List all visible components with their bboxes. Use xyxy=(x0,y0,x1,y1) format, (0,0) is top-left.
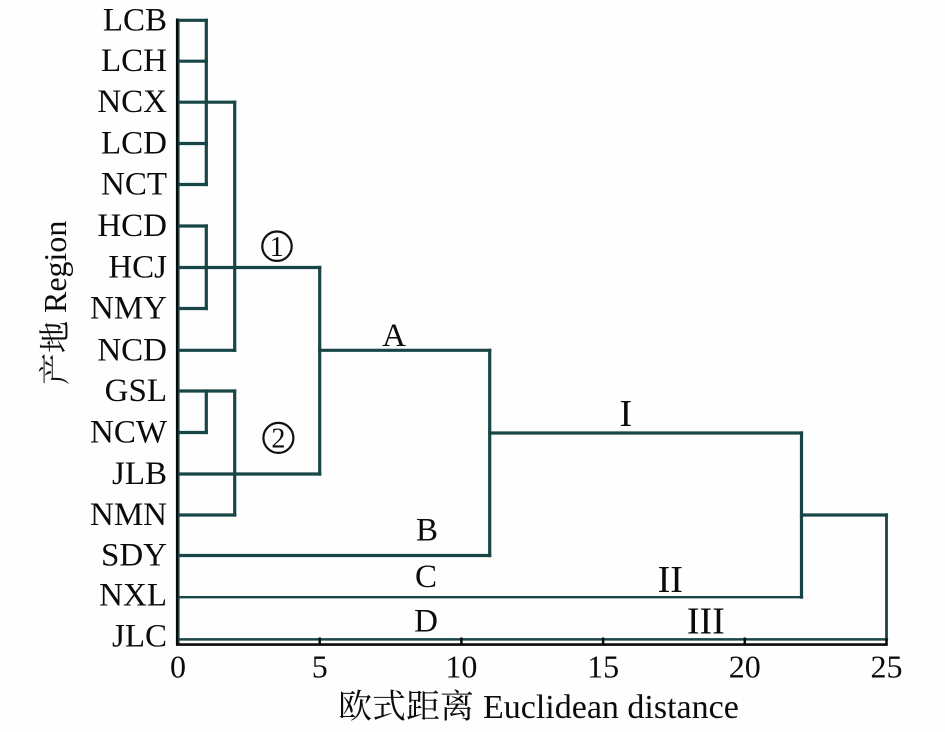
svg-text:NCD: NCD xyxy=(97,332,167,368)
svg-text:20: 20 xyxy=(729,649,761,685)
svg-text:GSL: GSL xyxy=(105,373,167,409)
svg-text:NMY: NMY xyxy=(90,291,167,327)
svg-text:SDY: SDY xyxy=(101,538,167,574)
svg-text:25: 25 xyxy=(871,649,903,685)
svg-text:D: D xyxy=(414,604,438,640)
svg-text:I: I xyxy=(619,393,632,435)
svg-text:Region: Region xyxy=(37,221,73,313)
svg-text:5: 5 xyxy=(312,649,328,685)
svg-text:A: A xyxy=(382,318,406,354)
svg-text:1: 1 xyxy=(270,232,284,263)
svg-text:Euclidean distance: Euclidean distance xyxy=(483,689,739,726)
svg-text:B: B xyxy=(416,513,438,549)
svg-text:NCT: NCT xyxy=(101,167,167,203)
svg-text:JLB: JLB xyxy=(112,456,167,492)
svg-text:JLC: JLC xyxy=(112,619,167,655)
svg-text:LCB: LCB xyxy=(103,2,167,38)
svg-text:NCW: NCW xyxy=(90,415,168,451)
svg-text:HCD: HCD xyxy=(97,208,167,244)
svg-text:2: 2 xyxy=(271,424,285,455)
svg-text:NCX: NCX xyxy=(97,84,167,120)
svg-text:15: 15 xyxy=(587,649,619,685)
svg-text:LCH: LCH xyxy=(101,43,167,79)
svg-text:III: III xyxy=(687,601,725,643)
svg-text:HCJ: HCJ xyxy=(108,250,167,286)
svg-text:10: 10 xyxy=(445,649,477,685)
svg-text:C: C xyxy=(415,559,437,595)
svg-text:LCD: LCD xyxy=(101,126,167,162)
svg-text:NXL: NXL xyxy=(99,578,167,614)
svg-text:II: II xyxy=(658,559,683,601)
svg-text:NMN: NMN xyxy=(90,497,167,533)
svg-text:0: 0 xyxy=(170,649,186,685)
